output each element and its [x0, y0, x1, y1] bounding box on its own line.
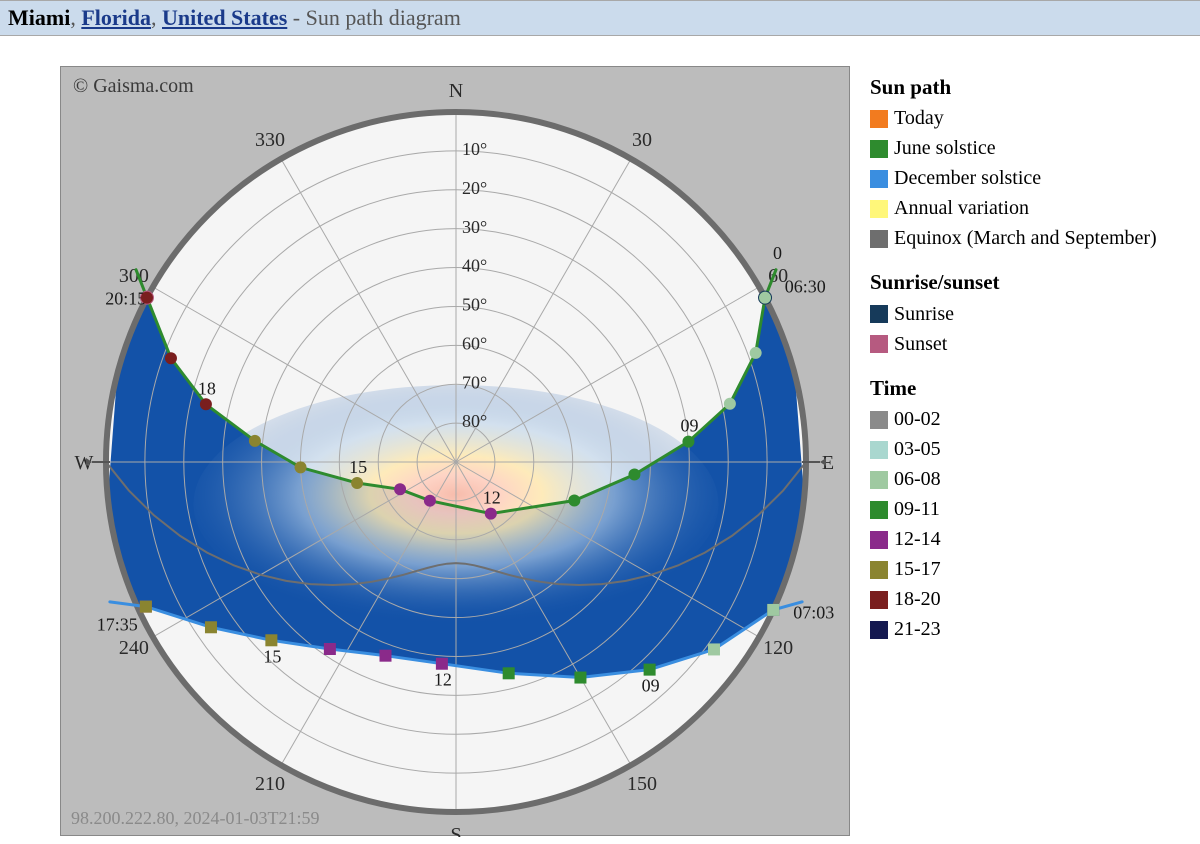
legend-label: Equinox (March and September) [894, 224, 1157, 253]
legend-label: 09-11 [894, 495, 940, 524]
svg-text:S: S [450, 824, 461, 837]
legend-item: 15-17 [870, 555, 1157, 584]
legend-item: Sunset [870, 330, 1157, 359]
legend-label: December solstice [894, 164, 1041, 193]
legend-swatch [870, 140, 888, 158]
legend-swatch [870, 305, 888, 323]
svg-text:70°: 70° [462, 372, 487, 392]
svg-text:60°: 60° [462, 333, 487, 353]
city-name: Miami [8, 5, 70, 30]
svg-text:210: 210 [255, 773, 285, 795]
svg-text:07:03: 07:03 [793, 602, 834, 622]
legend-item: December solstice [870, 164, 1157, 193]
svg-text:W: W [75, 452, 94, 474]
legend-label: 15-17 [894, 555, 941, 584]
legend-swatch [870, 170, 888, 188]
legend-swatch [870, 441, 888, 459]
svg-text:80°: 80° [462, 411, 487, 431]
legend-label: Sunset [894, 330, 947, 359]
legend-label: June solstice [894, 134, 996, 163]
legend-label: 18-20 [894, 585, 941, 614]
legend-item: 18-20 [870, 585, 1157, 614]
svg-text:240: 240 [119, 637, 149, 659]
legend-label: 21-23 [894, 615, 941, 644]
svg-text:12: 12 [483, 488, 501, 508]
svg-text:15: 15 [349, 457, 367, 477]
legend-label: 06-08 [894, 465, 941, 494]
svg-text:0: 0 [773, 243, 782, 263]
legend-item: June solstice [870, 134, 1157, 163]
legend-swatch [870, 561, 888, 579]
svg-text:N: N [449, 80, 463, 102]
copyright-label: © Gaisma.com [73, 75, 194, 98]
timestamp-label: 98.200.222.80, 2024-01-03T21:59 [71, 808, 319, 829]
svg-text:150: 150 [627, 773, 657, 795]
sunpath-diagram-panel: © Gaisma.com 10°20°30°40°50°60°70°80°306… [60, 66, 850, 836]
content-area: © Gaisma.com 10°20°30°40°50°60°70°80°306… [0, 36, 1200, 844]
legend-swatch [870, 531, 888, 549]
svg-text:18: 18 [198, 378, 216, 398]
legend-item: 21-23 [870, 615, 1157, 644]
legend-label: Sunrise [894, 300, 954, 329]
legend-section-title: Time [870, 373, 1157, 403]
svg-text:50°: 50° [462, 295, 487, 315]
legend-label: 12-14 [894, 525, 941, 554]
legend-swatch [870, 110, 888, 128]
svg-text:30: 30 [632, 129, 652, 151]
legend-item: Today [870, 104, 1157, 133]
svg-text:300: 300 [119, 265, 149, 287]
legend-swatch [870, 501, 888, 519]
legend-panel: Sun pathTodayJune solsticeDecember solst… [870, 66, 1157, 836]
legend-swatch [870, 591, 888, 609]
svg-text:09: 09 [680, 416, 698, 436]
page-header: Miami, Florida, United States - Sun path… [0, 0, 1200, 36]
svg-text:330: 330 [255, 129, 285, 151]
legend-swatch [870, 621, 888, 639]
legend-label: 00-02 [894, 405, 941, 434]
legend-item: 00-02 [870, 405, 1157, 434]
legend-item: 06-08 [870, 465, 1157, 494]
svg-text:10°: 10° [462, 139, 487, 159]
legend-item: Annual variation [870, 194, 1157, 223]
region-link[interactable]: Florida [81, 5, 151, 30]
svg-text:20°: 20° [462, 178, 487, 198]
legend-item: 12-14 [870, 525, 1157, 554]
legend-swatch [870, 200, 888, 218]
svg-text:06:30: 06:30 [785, 276, 826, 296]
svg-text:12: 12 [434, 670, 452, 690]
legend-item: 09-11 [870, 495, 1157, 524]
svg-text:40°: 40° [462, 256, 487, 276]
legend-swatch [870, 230, 888, 248]
svg-text:09: 09 [642, 676, 660, 696]
legend-swatch [870, 471, 888, 489]
legend-swatch [870, 335, 888, 353]
legend-section-title: Sunrise/sunset [870, 267, 1157, 297]
sunpath-diagram: 10°20°30°40°50°60°70°80°3060120150210240… [61, 67, 851, 837]
svg-text:20:15: 20:15 [105, 288, 146, 308]
legend-item: Equinox (March and September) [870, 224, 1157, 253]
svg-text:17:35: 17:35 [97, 614, 138, 634]
legend-label: Today [894, 104, 944, 133]
svg-text:120: 120 [763, 637, 793, 659]
country-link[interactable]: United States [162, 5, 287, 30]
legend-swatch [870, 411, 888, 429]
legend-item: Sunrise [870, 300, 1157, 329]
page-subtitle: Sun path diagram [306, 5, 461, 30]
legend-label: Annual variation [894, 194, 1029, 223]
legend-section-title: Sun path [870, 72, 1157, 102]
svg-text:30°: 30° [462, 217, 487, 237]
svg-text:15: 15 [263, 646, 281, 666]
legend-label: 03-05 [894, 435, 941, 464]
legend-item: 03-05 [870, 435, 1157, 464]
